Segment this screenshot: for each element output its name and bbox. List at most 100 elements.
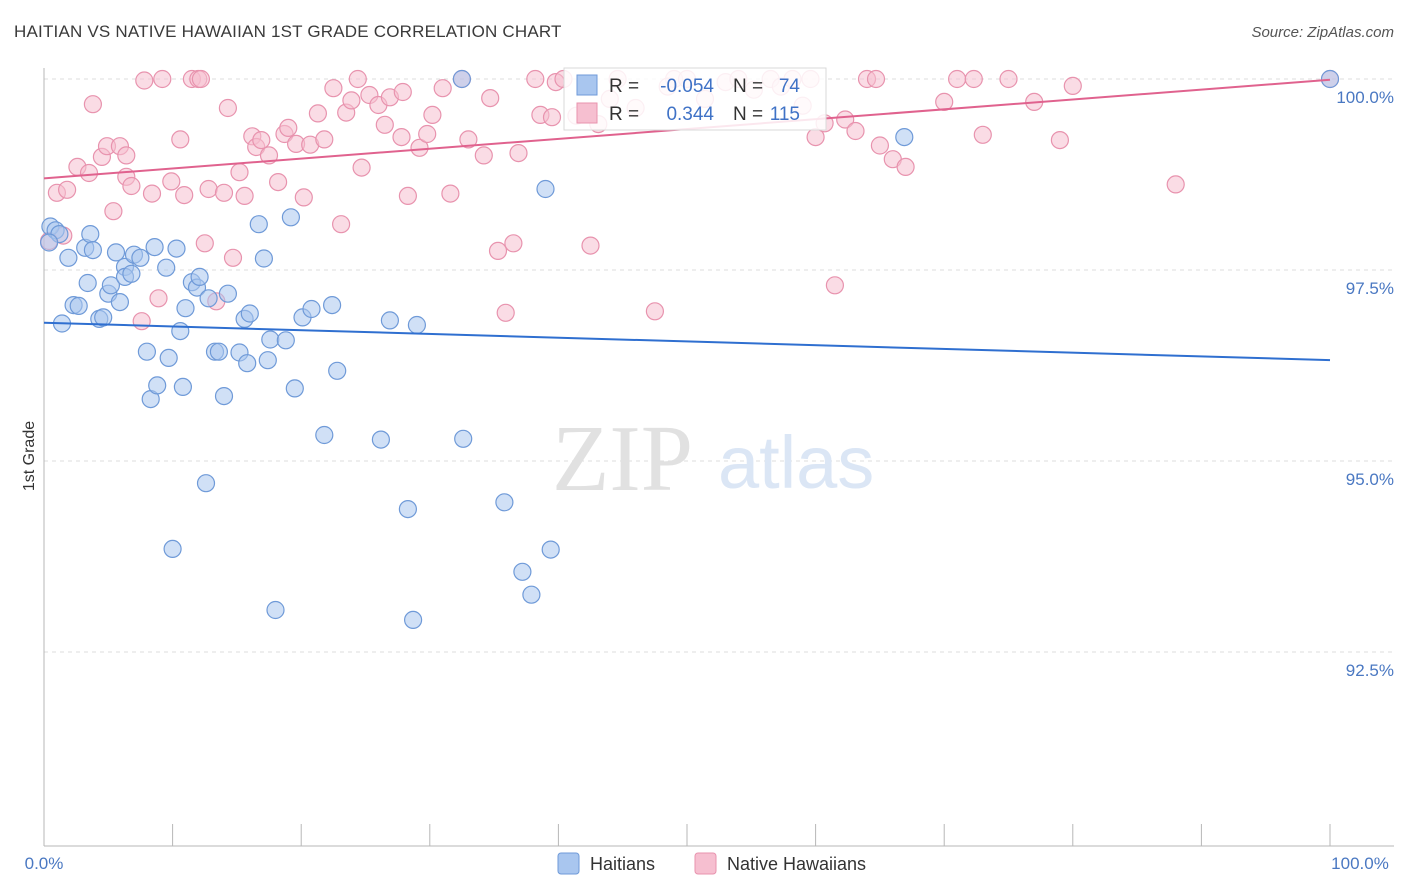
haitians-point-71 <box>1320 69 1340 89</box>
native-hawaiians-point-103 <box>999 69 1018 89</box>
stats-n-value-haitians: 74 <box>779 76 801 97</box>
native-hawaiians-point-68 <box>526 69 545 89</box>
native-hawaiians-point-101 <box>947 69 967 89</box>
native-hawaiians-point-67 <box>509 144 528 163</box>
native-hawaiians-point-14 <box>135 71 154 90</box>
native-hawaiians-point-61 <box>459 130 478 149</box>
native-hawaiians-point-70 <box>542 108 562 127</box>
haitians-point-59 <box>371 430 390 449</box>
native-hawaiians-point-28 <box>223 248 243 267</box>
haitians-point-67 <box>522 585 541 604</box>
haitians-point-28 <box>163 539 182 559</box>
native-hawaiians-point-33 <box>252 131 271 150</box>
haitians-point-24 <box>145 238 164 257</box>
haitians-point-36 <box>196 474 216 493</box>
haitians-point-49 <box>261 330 280 349</box>
haitians-point-22 <box>137 342 156 361</box>
haitians-point-8 <box>78 273 97 293</box>
haitians-point-40 <box>214 387 234 406</box>
native-hawaiians-point-114 <box>117 146 136 165</box>
native-hawaiians-point-65 <box>496 303 515 322</box>
legend: Haitians Native Hawaiians <box>557 852 866 875</box>
stats-swatch-haitians <box>576 74 598 96</box>
haitians-point-70 <box>895 128 914 147</box>
y-tick-label-0: 100.0% <box>1336 88 1394 107</box>
haitians-point-25 <box>148 376 167 395</box>
native-hawaiians-point-62 <box>474 146 493 165</box>
haitians-point-29 <box>167 239 186 258</box>
native-hawaiians-point-43 <box>324 79 343 98</box>
stats-swatch-native-hawaiians <box>576 102 598 124</box>
watermark: ZIP atlas <box>552 407 874 511</box>
haitians-point-66 <box>513 562 532 581</box>
stats-r-label-native-hawaiians: R = <box>609 104 639 125</box>
stats-n-label-native-hawaiians: N = <box>733 104 763 125</box>
native-hawaiians-point-17 <box>153 69 172 89</box>
native-hawaiians-point-95 <box>846 121 865 141</box>
haitians-point-41 <box>218 284 237 303</box>
haitians-trend-line <box>43 321 1331 362</box>
haitians-point-57 <box>323 296 342 315</box>
native-hawaiians-point-24 <box>199 179 218 199</box>
y-tick-label-1: 97.5% <box>1346 279 1394 298</box>
haitians-point-61 <box>398 500 417 519</box>
haitians-point-63 <box>407 315 426 335</box>
native-hawaiians-point-15 <box>142 184 162 203</box>
haitians-point-14 <box>101 276 121 295</box>
haitians-point-37 <box>199 289 218 308</box>
haitians-point-50 <box>266 600 285 620</box>
haitians-point-68 <box>541 540 560 559</box>
haitians-points <box>39 69 1340 630</box>
native-hawaiians-point-13 <box>132 312 151 331</box>
haitians-point-44 <box>238 354 257 373</box>
haitians-point-32 <box>176 299 195 318</box>
haitians-point-46 <box>249 215 268 234</box>
haitians-point-47 <box>254 249 273 268</box>
haitians-point-21 <box>131 248 150 267</box>
native-hawaiians-point-3 <box>57 180 77 199</box>
haitians-point-26 <box>157 258 176 277</box>
native-hawaiians-point-47 <box>348 69 367 89</box>
haitians-point-39 <box>209 342 228 361</box>
haitians-point-35 <box>190 267 209 286</box>
native-hawaiians-point-107 <box>1166 175 1185 194</box>
haitians-point-69 <box>536 179 555 199</box>
native-hawaiians-point-53 <box>392 128 411 147</box>
haitians-point-30 <box>171 322 190 341</box>
native-hawaiians-point-35 <box>269 173 288 192</box>
native-hawaiians-point-106 <box>1063 76 1082 96</box>
native-hawaiians-point-79 <box>645 302 665 321</box>
haitians-point-45 <box>240 304 259 323</box>
native-hawaiians-point-59 <box>441 184 460 203</box>
haitians-point-10 <box>83 241 103 260</box>
haitians-point-6 <box>69 296 88 315</box>
native-hawaiians-point-44 <box>332 215 351 234</box>
native-hawaiians-point-12 <box>122 176 141 196</box>
native-hawaiians-point-63 <box>481 88 500 108</box>
chart-title: HAITIAN VS NATIVE HAWAIIAN 1ST GRADE COR… <box>14 22 562 41</box>
native-hawaiians-point-51 <box>375 115 394 134</box>
haitians-point-16 <box>110 293 130 312</box>
native-hawaiians-point-41 <box>308 104 327 123</box>
y-tick-label-2: 95.0% <box>1346 470 1394 489</box>
native-hawaiians-point-58 <box>433 79 452 98</box>
y-axis-label: 1st Grade <box>21 421 38 491</box>
native-hawaiians-point-55 <box>410 138 429 157</box>
y-tick-labels: 100.0% 97.5% 95.0% 92.5% <box>1336 88 1394 680</box>
haitians-point-64 <box>454 429 473 448</box>
native-hawaiians-point-54 <box>398 186 417 205</box>
haitians-point-62 <box>404 610 423 630</box>
native-hawaiians-point-48 <box>352 158 371 177</box>
native-hawaiians-point-74 <box>581 236 600 255</box>
native-hawaiians-point-5 <box>79 163 99 183</box>
native-hawaiians-point-6 <box>83 95 103 114</box>
native-hawaiians-point-29 <box>230 163 249 182</box>
watermark-zip: ZIP <box>552 407 693 511</box>
haitians-point-60 <box>380 311 399 330</box>
axes <box>43 68 1394 847</box>
native-hawaiians-point-18 <box>162 172 181 191</box>
stats-r-label-haitians: R = <box>609 76 639 97</box>
native-hawaiians-point-113 <box>393 82 412 102</box>
native-hawaiians-point-37 <box>279 118 298 138</box>
